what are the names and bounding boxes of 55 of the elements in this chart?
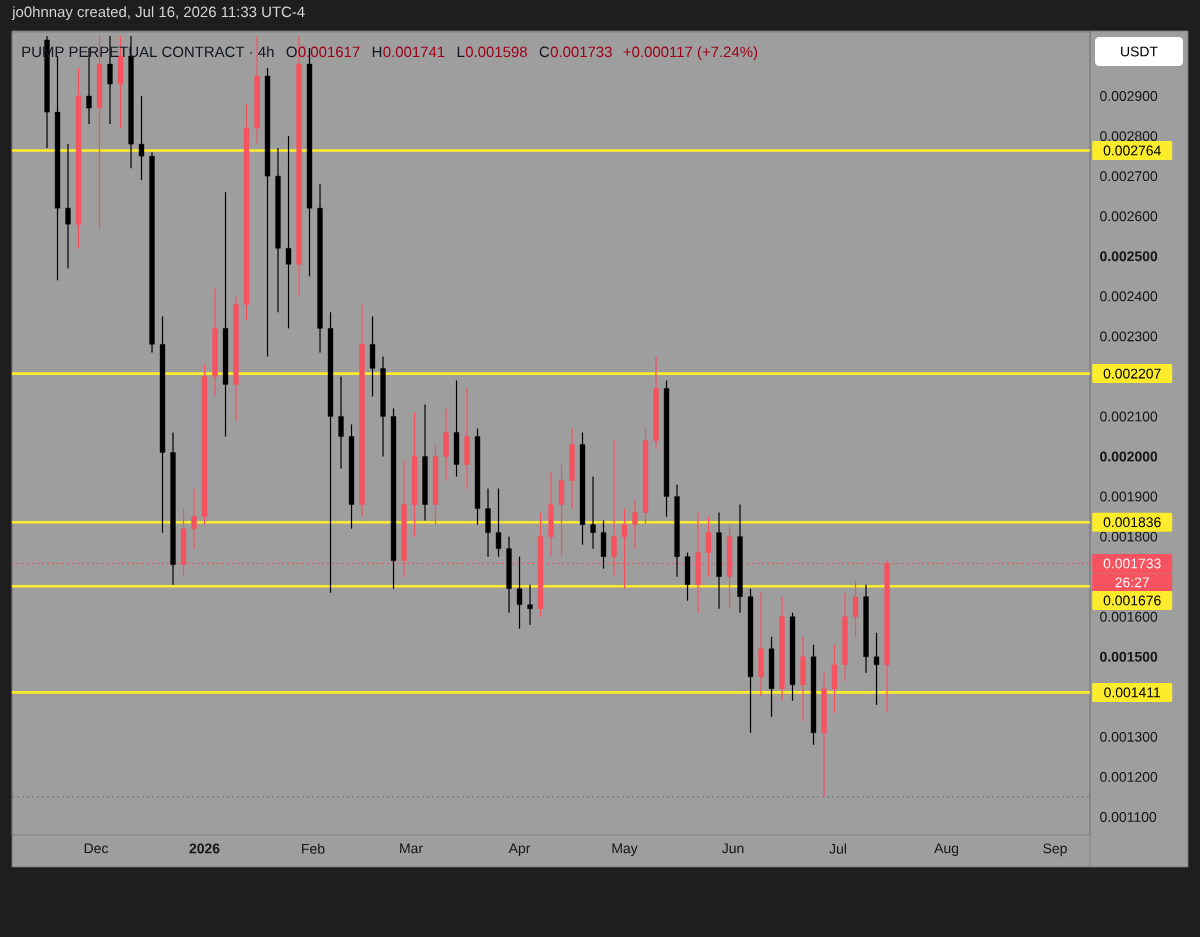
candlestick: [516, 556, 523, 630]
x-tick-label: Feb: [302, 843, 325, 854]
candlestick: [632, 499, 638, 550]
candlestick: [65, 143, 71, 269]
candlestick: [338, 375, 344, 470]
x-tick-label: Apr: [508, 843, 531, 856]
y-tick-label: 0.001100: [1100, 812, 1157, 822]
candlestick: [285, 135, 292, 329]
x-tick-label: Dec: [84, 843, 109, 854]
candlestick: [852, 580, 859, 638]
y-tick-label: 0.001600: [1100, 611, 1158, 622]
ref-line-label: 0.001733: [1103, 558, 1161, 569]
y-tick-label: 0.001200: [1100, 771, 1158, 782]
candlestick: [873, 632, 880, 706]
x-tick-label: Jul: [829, 843, 847, 854]
y-tick-label: 0.001800: [1100, 531, 1158, 542]
x-tick-label: May: [612, 843, 638, 856]
y-tick-label: 0.002800: [1100, 131, 1158, 142]
candlestick: [495, 487, 502, 558]
annotation: 0.001598: [465, 46, 527, 58]
y-tick-label: 0.001900: [1100, 491, 1158, 502]
y-tick-label: 0.002500: [1100, 251, 1158, 262]
x-tick-label: Sep: [1043, 843, 1067, 857]
candlestick: [191, 487, 197, 550]
y-tick-label: 0.001300: [1100, 731, 1158, 742]
text: 26:27: [1115, 577, 1149, 588]
annotation: 0.001733: [550, 46, 612, 58]
x-tick-label: 2026: [189, 843, 220, 854]
ref-line-label: 0.002207: [1103, 368, 1161, 379]
annotation: H: [372, 46, 382, 57]
text: +0.000117 (+7.24%): [623, 46, 758, 61]
text: jo0hnnay created, Jul 16, 2026 11:33 UTC-4: [11, 6, 305, 21]
y-tick-label: 0.002600: [1100, 211, 1158, 222]
candlestick: [138, 95, 145, 181]
candlestick: [527, 584, 533, 626]
y-tick-label: 0.002300: [1100, 331, 1158, 342]
x-tick-label: Jun: [722, 843, 744, 854]
y-axis-title: USDT: [1121, 46, 1158, 57]
ref-line-label: 0.001411: [1104, 687, 1161, 698]
annotation: 0.001741: [383, 46, 445, 58]
annotation: O: [286, 46, 297, 58]
candlestick: [590, 475, 596, 550]
y-tick-label: 0.002900: [1100, 91, 1158, 101]
annotation: C: [539, 46, 550, 58]
y-tick-label: 0.002000: [1100, 451, 1158, 462]
ref-line-label: 0.001836: [1103, 517, 1161, 528]
ref-line-label: 0.002764: [1103, 145, 1161, 156]
y-tick-label: 0.002400: [1100, 291, 1158, 302]
x-tick-label: Mar: [400, 843, 423, 854]
annotation: L: [457, 46, 465, 57]
x-tick-label: Aug: [934, 843, 959, 856]
y-tick-label: 0.002700: [1100, 171, 1158, 182]
ref-line-label: 0.001676: [1103, 595, 1161, 606]
y-tick-label: 0.001500: [1100, 651, 1158, 662]
y-tick-label: 0.002100: [1100, 411, 1158, 422]
